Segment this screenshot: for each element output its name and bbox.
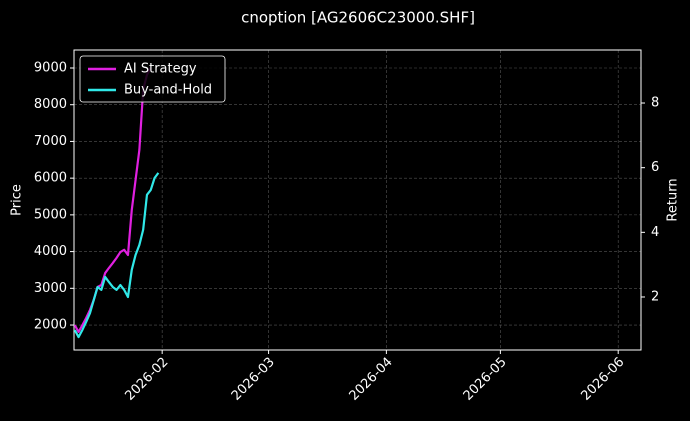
series-line: [73, 172, 160, 339]
y2-tick-label: 6: [651, 160, 659, 175]
y2-tick-label: 2: [651, 289, 659, 304]
y2-axis-label: Return: [666, 178, 681, 221]
y-tick-label: 8000: [34, 97, 67, 112]
legend-label: AI Strategy: [124, 62, 197, 77]
y-tick-label: 6000: [34, 171, 67, 186]
x-tick-label: 2026-05: [461, 355, 510, 404]
series-line: [73, 67, 152, 333]
y-tick-label: 4000: [34, 244, 67, 259]
y-tick-label: 9000: [34, 60, 67, 75]
x-tick-label: 2026-02: [122, 355, 171, 404]
chart-title: cnoption [AG2606C23000.SHF]: [241, 9, 475, 27]
y2-tick-label: 4: [651, 225, 659, 240]
x-tick-label: 2026-04: [347, 355, 396, 404]
legend-box: [79, 55, 226, 103]
y-tick-label: 3000: [34, 281, 67, 296]
x-tick-label: 2026-03: [229, 355, 278, 404]
plot-frame: [73, 49, 642, 351]
x-tick-label: 2026-06: [578, 355, 627, 404]
y-tick-label: 5000: [34, 207, 67, 222]
y-tick-label: 7000: [34, 134, 67, 149]
y-tick-label: 2000: [34, 318, 67, 333]
y-axis-label: Price: [10, 184, 25, 216]
y2-tick-label: 8: [651, 96, 659, 111]
legend-label: Buy-and-Hold: [124, 83, 212, 98]
